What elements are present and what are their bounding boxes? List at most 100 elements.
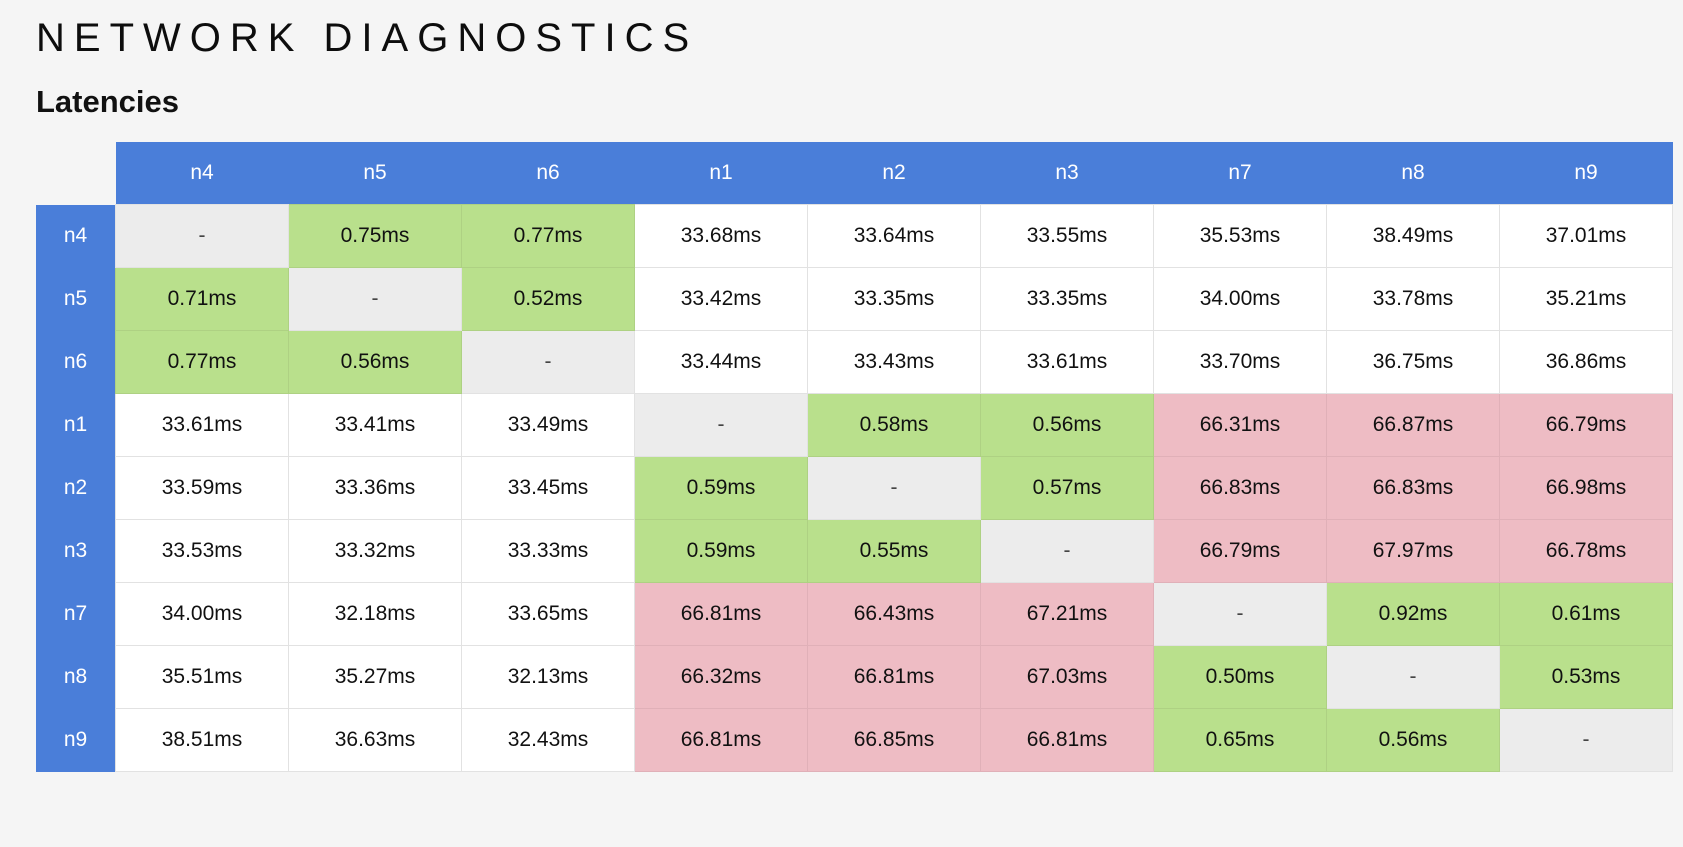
latency-cell-n2-n2[interactable]: -	[807, 456, 981, 520]
latency-cell-n4-n9[interactable]: 37.01ms	[1499, 204, 1673, 268]
latency-cell-n3-n3[interactable]: -	[980, 519, 1154, 583]
latency-cell-n8-n9[interactable]: 0.53ms	[1499, 645, 1673, 709]
latency-cell-n6-n6[interactable]: -	[461, 330, 635, 394]
latency-cell-n5-n1[interactable]: 33.42ms	[634, 267, 808, 331]
latency-cell-n7-n3[interactable]: 67.21ms	[980, 582, 1154, 646]
latency-cell-n1-n9[interactable]: 66.79ms	[1499, 393, 1673, 457]
latency-cell-n2-n6[interactable]: 33.45ms	[461, 456, 635, 520]
latency-cell-n6-n1[interactable]: 33.44ms	[634, 330, 808, 394]
matrix-row-header-n5[interactable]: n5	[36, 267, 116, 331]
latency-cell-n3-n8[interactable]: 67.97ms	[1326, 519, 1500, 583]
matrix-row-header-n7[interactable]: n7	[36, 582, 116, 646]
latency-cell-n8-n2[interactable]: 66.81ms	[807, 645, 981, 709]
latency-cell-n9-n9[interactable]: -	[1499, 708, 1673, 772]
latency-cell-n2-n3[interactable]: 0.57ms	[980, 456, 1154, 520]
latency-cell-n7-n7[interactable]: -	[1153, 582, 1327, 646]
latency-cell-n9-n6[interactable]: 32.43ms	[461, 708, 635, 772]
latency-cell-n6-n5[interactable]: 0.56ms	[288, 330, 462, 394]
latency-cell-n9-n1[interactable]: 66.81ms	[634, 708, 808, 772]
latency-cell-n9-n3[interactable]: 66.81ms	[980, 708, 1154, 772]
latency-cell-n1-n7[interactable]: 66.31ms	[1153, 393, 1327, 457]
latency-cell-n1-n3[interactable]: 0.56ms	[980, 393, 1154, 457]
latency-cell-n2-n7[interactable]: 66.83ms	[1153, 456, 1327, 520]
matrix-col-header-n2[interactable]: n2	[807, 142, 981, 205]
latency-cell-n1-n2[interactable]: 0.58ms	[807, 393, 981, 457]
latency-cell-n2-n1[interactable]: 0.59ms	[634, 456, 808, 520]
latency-cell-n9-n2[interactable]: 66.85ms	[807, 708, 981, 772]
latency-cell-n5-n8[interactable]: 33.78ms	[1326, 267, 1500, 331]
latency-cell-n1-n8[interactable]: 66.87ms	[1326, 393, 1500, 457]
latency-cell-n4-n6[interactable]: 0.77ms	[461, 204, 635, 268]
latency-cell-n5-n5[interactable]: -	[288, 267, 462, 331]
latency-cell-n6-n3[interactable]: 33.61ms	[980, 330, 1154, 394]
latency-cell-n5-n4[interactable]: 0.71ms	[115, 267, 289, 331]
latency-cell-n7-n2[interactable]: 66.43ms	[807, 582, 981, 646]
latency-cell-n4-n1[interactable]: 33.68ms	[634, 204, 808, 268]
latency-cell-n4-n7[interactable]: 35.53ms	[1153, 204, 1327, 268]
matrix-col-header-n6[interactable]: n6	[461, 142, 635, 205]
matrix-row-header-n1[interactable]: n1	[36, 393, 116, 457]
matrix-col-header-n4[interactable]: n4	[115, 142, 289, 205]
latency-cell-n3-n1[interactable]: 0.59ms	[634, 519, 808, 583]
latency-cell-n3-n2[interactable]: 0.55ms	[807, 519, 981, 583]
latency-cell-n7-n8[interactable]: 0.92ms	[1326, 582, 1500, 646]
latency-cell-n3-n5[interactable]: 33.32ms	[288, 519, 462, 583]
latency-cell-n1-n6[interactable]: 33.49ms	[461, 393, 635, 457]
latency-cell-n6-n7[interactable]: 33.70ms	[1153, 330, 1327, 394]
latency-cell-n3-n9[interactable]: 66.78ms	[1499, 519, 1673, 583]
latency-cell-n8-n6[interactable]: 32.13ms	[461, 645, 635, 709]
latency-cell-n7-n5[interactable]: 32.18ms	[288, 582, 462, 646]
latency-cell-n4-n4[interactable]: -	[115, 204, 289, 268]
matrix-col-header-n1[interactable]: n1	[634, 142, 808, 205]
latency-cell-n4-n2[interactable]: 33.64ms	[807, 204, 981, 268]
latency-cell-n9-n4[interactable]: 38.51ms	[115, 708, 289, 772]
latency-cell-n2-n4[interactable]: 33.59ms	[115, 456, 289, 520]
latency-cell-n8-n3[interactable]: 67.03ms	[980, 645, 1154, 709]
latency-cell-n8-n7[interactable]: 0.50ms	[1153, 645, 1327, 709]
latency-cell-n3-n6[interactable]: 33.33ms	[461, 519, 635, 583]
latency-cell-n5-n6[interactable]: 0.52ms	[461, 267, 635, 331]
latency-cell-n5-n3[interactable]: 33.35ms	[980, 267, 1154, 331]
matrix-row-header-n4[interactable]: n4	[36, 204, 116, 268]
latency-cell-n4-n5[interactable]: 0.75ms	[288, 204, 462, 268]
latency-cell-n5-n2[interactable]: 33.35ms	[807, 267, 981, 331]
latency-cell-n7-n6[interactable]: 33.65ms	[461, 582, 635, 646]
latency-cell-n6-n4[interactable]: 0.77ms	[115, 330, 289, 394]
latency-cell-n8-n5[interactable]: 35.27ms	[288, 645, 462, 709]
latency-cell-n9-n5[interactable]: 36.63ms	[288, 708, 462, 772]
matrix-row-header-n9[interactable]: n9	[36, 708, 116, 772]
matrix-col-header-n9[interactable]: n9	[1499, 142, 1673, 205]
latency-cell-n6-n8[interactable]: 36.75ms	[1326, 330, 1500, 394]
latency-cell-n6-n9[interactable]: 36.86ms	[1499, 330, 1673, 394]
matrix-col-header-n3[interactable]: n3	[980, 142, 1154, 205]
latency-cell-n2-n9[interactable]: 66.98ms	[1499, 456, 1673, 520]
latency-cell-n2-n8[interactable]: 66.83ms	[1326, 456, 1500, 520]
latency-matrix-container: n4 n5 n6 n1 n2 n3 n7 n8 n9 n4-0.75ms 0.77ms 33.68m…	[36, 142, 1673, 772]
matrix-row-header-n2[interactable]: n2	[36, 456, 116, 520]
latency-cell-n4-n8[interactable]: 38.49ms	[1326, 204, 1500, 268]
latency-cell-n9-n7[interactable]: 0.65ms	[1153, 708, 1327, 772]
latency-cell-n8-n8[interactable]: -	[1326, 645, 1500, 709]
matrix-col-header-n7[interactable]: n7	[1153, 142, 1327, 205]
latency-cell-n1-n1[interactable]: -	[634, 393, 808, 457]
latency-cell-n7-n4[interactable]: 34.00ms	[115, 582, 289, 646]
latency-cell-n6-n2[interactable]: 33.43ms	[807, 330, 981, 394]
latency-cell-n3-n4[interactable]: 33.53ms	[115, 519, 289, 583]
matrix-row-header-n8[interactable]: n8	[36, 645, 116, 709]
matrix-row-header-n3[interactable]: n3	[36, 519, 116, 583]
latency-cell-n4-n3[interactable]: 33.55ms	[980, 204, 1154, 268]
latency-cell-n9-n8[interactable]: 0.56ms	[1326, 708, 1500, 772]
latency-cell-n8-n4[interactable]: 35.51ms	[115, 645, 289, 709]
matrix-row-header-n6[interactable]: n6	[36, 330, 116, 394]
matrix-col-header-n8[interactable]: n8	[1326, 142, 1500, 205]
latency-cell-n2-n5[interactable]: 33.36ms	[288, 456, 462, 520]
latency-cell-n8-n1[interactable]: 66.32ms	[634, 645, 808, 709]
latency-cell-n7-n9[interactable]: 0.61ms	[1499, 582, 1673, 646]
latency-cell-n7-n1[interactable]: 66.81ms	[634, 582, 808, 646]
latency-cell-n3-n7[interactable]: 66.79ms	[1153, 519, 1327, 583]
latency-cell-n1-n4[interactable]: 33.61ms	[115, 393, 289, 457]
latency-cell-n1-n5[interactable]: 33.41ms	[288, 393, 462, 457]
latency-cell-n5-n9[interactable]: 35.21ms	[1499, 267, 1673, 331]
matrix-col-header-n5[interactable]: n5	[288, 142, 462, 205]
latency-cell-n5-n7[interactable]: 34.00ms	[1153, 267, 1327, 331]
